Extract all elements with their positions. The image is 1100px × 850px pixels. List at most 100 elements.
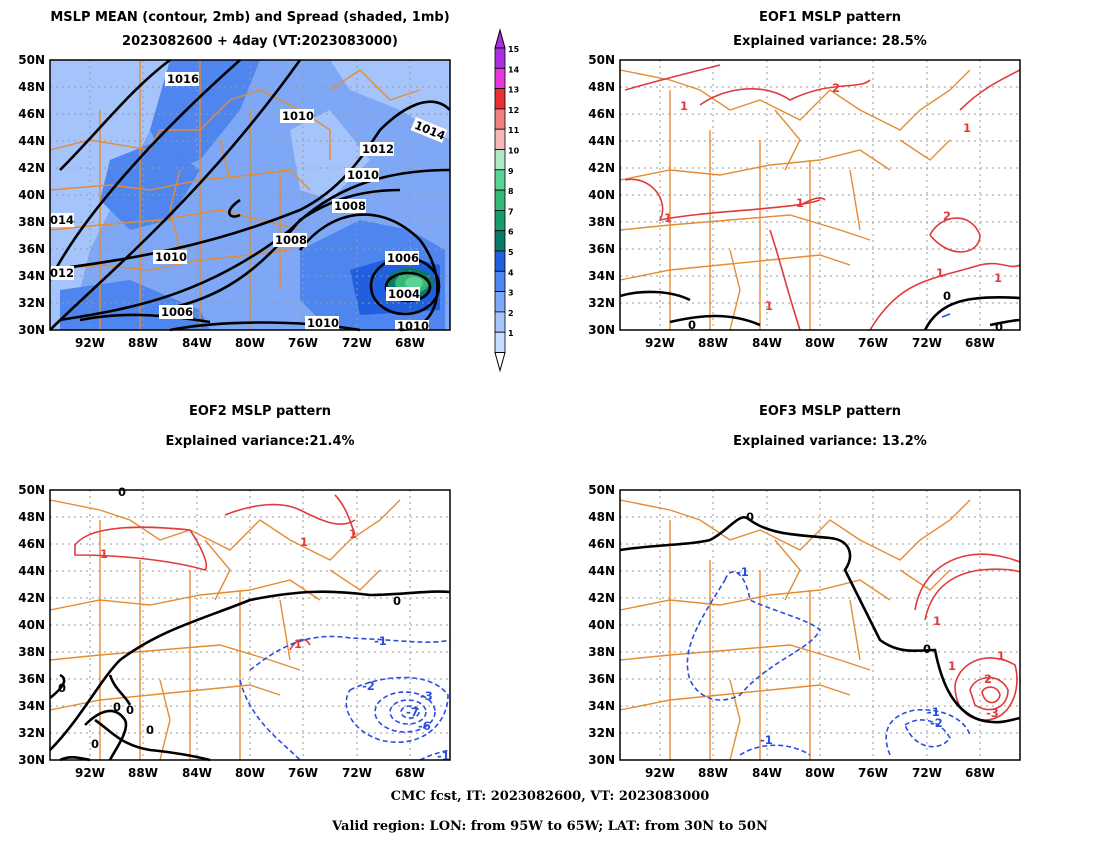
svg-text:42N: 42N [18, 161, 45, 175]
svg-text:88W: 88W [698, 336, 728, 350]
svg-text:48N: 48N [588, 510, 615, 524]
colorbar-label: 13 [508, 86, 519, 95]
colorbar-box [494, 270, 506, 293]
svg-text:80W: 80W [805, 766, 835, 780]
svg-text:32N: 32N [588, 726, 615, 740]
svg-text:80W: 80W [805, 336, 835, 350]
svg-text:92W: 92W [75, 766, 105, 780]
svg-text:30N: 30N [18, 323, 45, 337]
eof3-map: 0 1 -1 1 0 1 2 -3 -1 -2 -1 50N 48N 46N 44N… [588, 483, 1021, 780]
svg-text:92W: 92W [645, 766, 675, 780]
svg-text:48N: 48N [18, 510, 45, 524]
svg-text:34N: 34N [588, 699, 615, 713]
zero-contours [619, 516, 1021, 724]
contour-label: 2 [832, 81, 840, 95]
state-boundaries [49, 499, 401, 761]
svg-text:92W: 92W [75, 336, 105, 350]
contour-label: -3 [986, 706, 999, 720]
contour-label: 1 [294, 637, 302, 651]
grid [620, 60, 1020, 330]
contour-label: 1 [994, 271, 1002, 285]
contour-label: 2 [943, 209, 951, 223]
eof2-map: 0 1 1 1 1 0 -1 -2 -3 -7 -6 -1 0 0 0 0 0 … [18, 483, 451, 780]
svg-text:68W: 68W [395, 766, 425, 780]
svg-text:38N: 38N [18, 645, 45, 659]
panel-eof2-title-line1: EOF2 MSLP pattern [188, 404, 331, 419]
svg-text:30N: 30N [588, 753, 615, 767]
contour-label: -7 [406, 705, 419, 719]
contour-label: 1006 [161, 305, 193, 319]
contour-label: 1006 [387, 251, 419, 265]
colorbar-label: 12 [508, 106, 519, 115]
colorbar-label: 2 [508, 309, 514, 318]
svg-text:76W: 76W [288, 766, 318, 780]
svg-text:32N: 32N [18, 296, 45, 310]
contour-label: 1 [680, 99, 688, 113]
colorbar-label: 9 [508, 167, 514, 176]
contour-label: 0 [995, 320, 1003, 334]
contour-label: 1 [796, 196, 804, 210]
svg-text:68W: 68W [965, 766, 995, 780]
contour-label: 1 [100, 547, 108, 561]
lon-axis-labels: 92W 88W 84W 80W 76W 72W 68W [75, 336, 425, 350]
svg-text:84W: 84W [752, 766, 782, 780]
grid [620, 490, 1020, 760]
svg-text:76W: 76W [858, 336, 888, 350]
state-boundaries [619, 499, 971, 761]
svg-text:38N: 38N [588, 645, 615, 659]
svg-text:32N: 32N [588, 296, 615, 310]
contour-label: 0 [746, 510, 754, 524]
panel-eof3-title-line1: EOF3 MSLP pattern [758, 404, 901, 419]
contour-label: -1 [437, 749, 450, 763]
contour-label: 1010 [282, 109, 314, 123]
panel-mslp-title-line1: MSLP MEAN (contour, 2mb) and Spread (sha… [50, 10, 450, 25]
svg-text:44N: 44N [18, 134, 45, 148]
negative-contour [941, 313, 951, 318]
svg-text:34N: 34N [18, 699, 45, 713]
lat-axis-labels: 50N 48N 46N 44N 42N 40N 38N 36N 34N 32N 30N [18, 53, 45, 337]
colorbar-label: 8 [508, 187, 514, 196]
svg-text:34N: 34N [588, 269, 615, 283]
svg-text:46N: 46N [588, 107, 615, 121]
svg-text:32N: 32N [18, 726, 45, 740]
contour-label: 012 [50, 266, 74, 280]
mean-contour-labels: 1016 1010 1014 1012 1010 1008 1008 1010 … [50, 72, 447, 333]
colorbar-box [494, 67, 506, 89]
eof1-map: 1 2 1 1 2 1 1 1 1 0 0 0 50N 48N 46N 44N 42… [588, 53, 1021, 350]
lon-axis-labels: 92W 88W 84W 80W 76W 72W 68W [645, 766, 995, 780]
contour-label: 1 [349, 527, 357, 541]
negative-contours [239, 635, 451, 761]
svg-text:88W: 88W [128, 336, 158, 350]
contour-label: 1 [664, 211, 672, 225]
colorbar-label: 4 [508, 268, 514, 277]
contour-label: 0 [113, 700, 121, 714]
contour-label: 014 [50, 213, 74, 227]
panel-mslp-title-line2: 2023082600 + 4day (VT:2023083000) [122, 34, 398, 49]
lon-axis-labels: 92W 88W 84W 80W 76W 72W 68W [645, 336, 995, 350]
svg-text:40N: 40N [588, 618, 615, 632]
svg-text:84W: 84W [182, 766, 212, 780]
colorbar-label: 11 [508, 126, 520, 135]
contour-label: 2 [984, 672, 992, 686]
contour-label: 0 [146, 723, 154, 737]
footer-valid-region: Valid region: LON: from 95W to 65W; LAT:… [332, 819, 768, 834]
svg-text:34N: 34N [18, 269, 45, 283]
contour-label: 0 [58, 681, 66, 695]
svg-text:68W: 68W [965, 336, 995, 350]
svg-text:44N: 44N [588, 564, 615, 578]
colorbar-box [494, 128, 506, 150]
colorbar-label: 5 [508, 248, 514, 257]
contour-label: 1010 [347, 168, 379, 182]
contour-label: -2 [930, 716, 943, 730]
contour-label: -3 [420, 689, 433, 703]
contour-label: 1010 [307, 316, 339, 330]
colorbar-box [494, 108, 506, 130]
map-frame [619, 59, 1021, 331]
svg-text:42N: 42N [18, 591, 45, 605]
contour-label: 0 [91, 737, 99, 751]
colorbar-box [494, 189, 506, 211]
svg-text:72W: 72W [912, 336, 942, 350]
contour-label: 1 [765, 299, 773, 313]
svg-text:80W: 80W [235, 766, 265, 780]
colorbar-box [494, 47, 506, 69]
